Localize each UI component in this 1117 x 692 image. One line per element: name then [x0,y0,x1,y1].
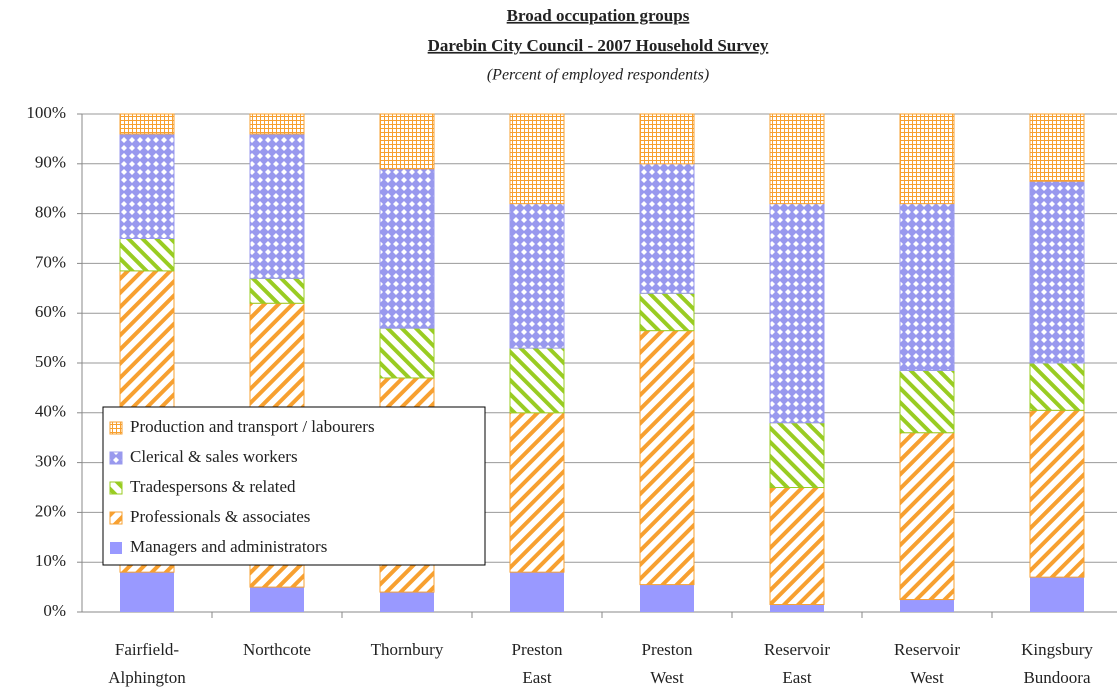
bar-segment [1029,180,1085,364]
y-tick-label: 80% [35,203,66,222]
bar-segment [249,277,305,304]
bar-segment [639,292,695,332]
x-tick-label: Fairfield- [115,640,180,659]
legend-label: Managers and administrators [130,537,327,556]
bar-segment [510,572,564,612]
bar-segment [119,133,175,239]
bar-segment [119,238,175,272]
legend-label: Production and transport / labourers [130,417,375,436]
bar-segment [769,113,825,205]
bar-segment [379,327,435,379]
x-tick-label: Thornbury [371,640,444,659]
y-tick-label: 100% [26,103,66,122]
legend-box [102,406,486,566]
bar-segment [379,168,435,329]
bar-segment [639,163,695,294]
annotation: (Percent of employed respondents) [487,67,709,84]
legend-swatch [109,451,123,465]
y-tick-label: 90% [35,153,66,172]
bar-segment [640,584,694,612]
bar-segment [900,599,954,612]
bar-segment [509,347,565,414]
bar-segment [899,203,955,371]
legend-label: Tradespersons & related [130,477,296,496]
bar-segment [509,412,565,573]
y-tick-label: 30% [35,452,66,471]
bar-segment [1029,113,1085,182]
y-tick-label: 0% [43,601,66,620]
bar-segment [249,133,305,279]
bar-segment [639,113,695,165]
bar-segment [380,592,434,612]
x-tick-label: Northcote [243,640,311,659]
x-tick-label: Alphington [108,668,186,687]
x-tick-label: East [522,668,552,687]
y-tick-label: 50% [35,352,66,371]
bar-segment [1029,362,1085,411]
y-tick-label: 10% [35,551,66,570]
x-tick-label: Preston [512,640,564,659]
chart-subtitle: Darebin City Council - 2007 Household Su… [428,36,769,55]
bar-segment [120,572,174,612]
x-tick-label: Kingsbury [1021,640,1093,659]
bar-segment [509,113,565,205]
x-tick-label: Reservoir [764,640,830,659]
bar-segment [899,369,955,434]
bar-segment [379,113,435,170]
bar-segment [899,113,955,205]
x-tick-label: Preston [642,640,694,659]
legend-swatch [109,511,123,525]
y-tick-label: 70% [35,252,66,271]
x-tick-label: Reservoir [894,640,960,659]
bar-segment [769,203,825,424]
bar-segment [770,604,824,612]
bar-segment [1030,577,1084,612]
bar-segment [899,432,955,601]
bar-segment [1029,409,1085,578]
bar-segment [119,113,175,135]
legend-swatch [109,481,123,495]
bar-segment [249,113,305,135]
x-tick-label: West [910,668,944,687]
y-tick-label: 40% [35,402,66,421]
y-tick-label: 20% [35,501,66,520]
x-tick-label: East [782,668,812,687]
legend-label: Clerical & sales workers [130,447,298,466]
legend-swatch [109,421,123,435]
bar-segment [639,330,695,586]
legend-swatch [110,542,122,554]
legend-label: Professionals & associates [130,507,310,526]
y-tick-label: 60% [35,302,66,321]
bar-segment [509,203,565,349]
x-tick-label: West [650,668,684,687]
bar-segment [769,487,825,606]
bar-segment [769,422,825,489]
chart-title: Broad occupation groups [507,6,690,25]
x-tick-label: Bundoora [1023,668,1091,687]
bar-segment [250,587,304,612]
